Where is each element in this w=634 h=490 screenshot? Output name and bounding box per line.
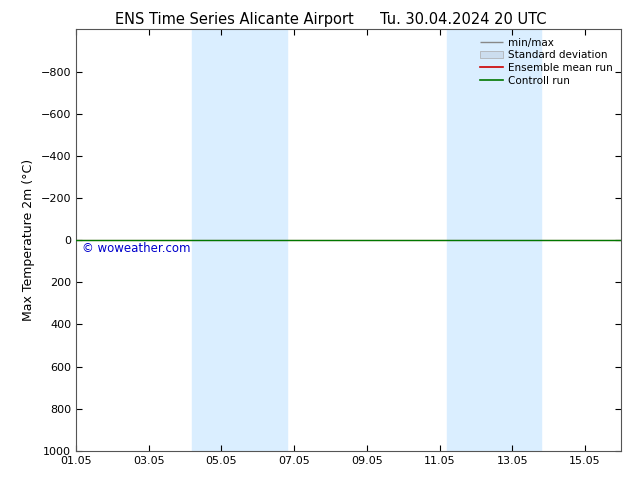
Text: Tu. 30.04.2024 20 UTC: Tu. 30.04.2024 20 UTC <box>380 12 546 27</box>
Text: ENS Time Series Alicante Airport: ENS Time Series Alicante Airport <box>115 12 354 27</box>
Bar <box>447 29 541 451</box>
Legend: min/max, Standard deviation, Ensemble mean run, Controll run: min/max, Standard deviation, Ensemble me… <box>477 35 616 89</box>
Y-axis label: Max Temperature 2m (°C): Max Temperature 2m (°C) <box>22 159 35 321</box>
Bar <box>192 29 287 451</box>
Text: © woweather.com: © woweather.com <box>82 242 190 255</box>
